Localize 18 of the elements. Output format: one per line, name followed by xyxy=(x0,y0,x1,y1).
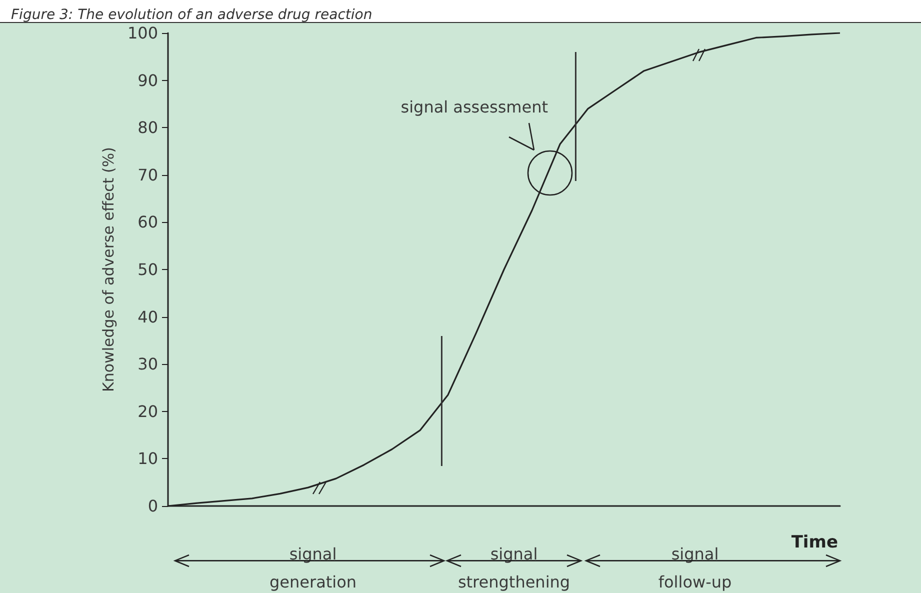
y-tick-label: 60 xyxy=(138,212,158,232)
y-tick-label: 30 xyxy=(138,354,158,374)
y-tick-label: 40 xyxy=(138,307,158,326)
y-tick-label: 90 xyxy=(138,70,158,90)
chart-title: Figure 3: The evolution of an adverse drug reaction xyxy=(11,7,372,23)
y-tick-label: 20 xyxy=(138,402,158,421)
y-axis-title: Knowledge of adverse effect (%) xyxy=(100,147,118,392)
text: signal generation xyxy=(269,544,357,592)
text: signal strengthening xyxy=(458,544,570,592)
x-axis-title: Time xyxy=(791,532,838,552)
y-tick-label: 0 xyxy=(148,496,158,516)
y-tick-label: 10 xyxy=(138,449,158,468)
y-tick-label: 100 xyxy=(127,24,158,42)
y-tick-label: 80 xyxy=(138,118,158,138)
y-tick-label: 50 xyxy=(138,260,158,279)
text: signal follow-up xyxy=(658,544,732,592)
y-tick-label: 70 xyxy=(138,165,158,184)
annotation: signal assessment xyxy=(400,98,548,116)
